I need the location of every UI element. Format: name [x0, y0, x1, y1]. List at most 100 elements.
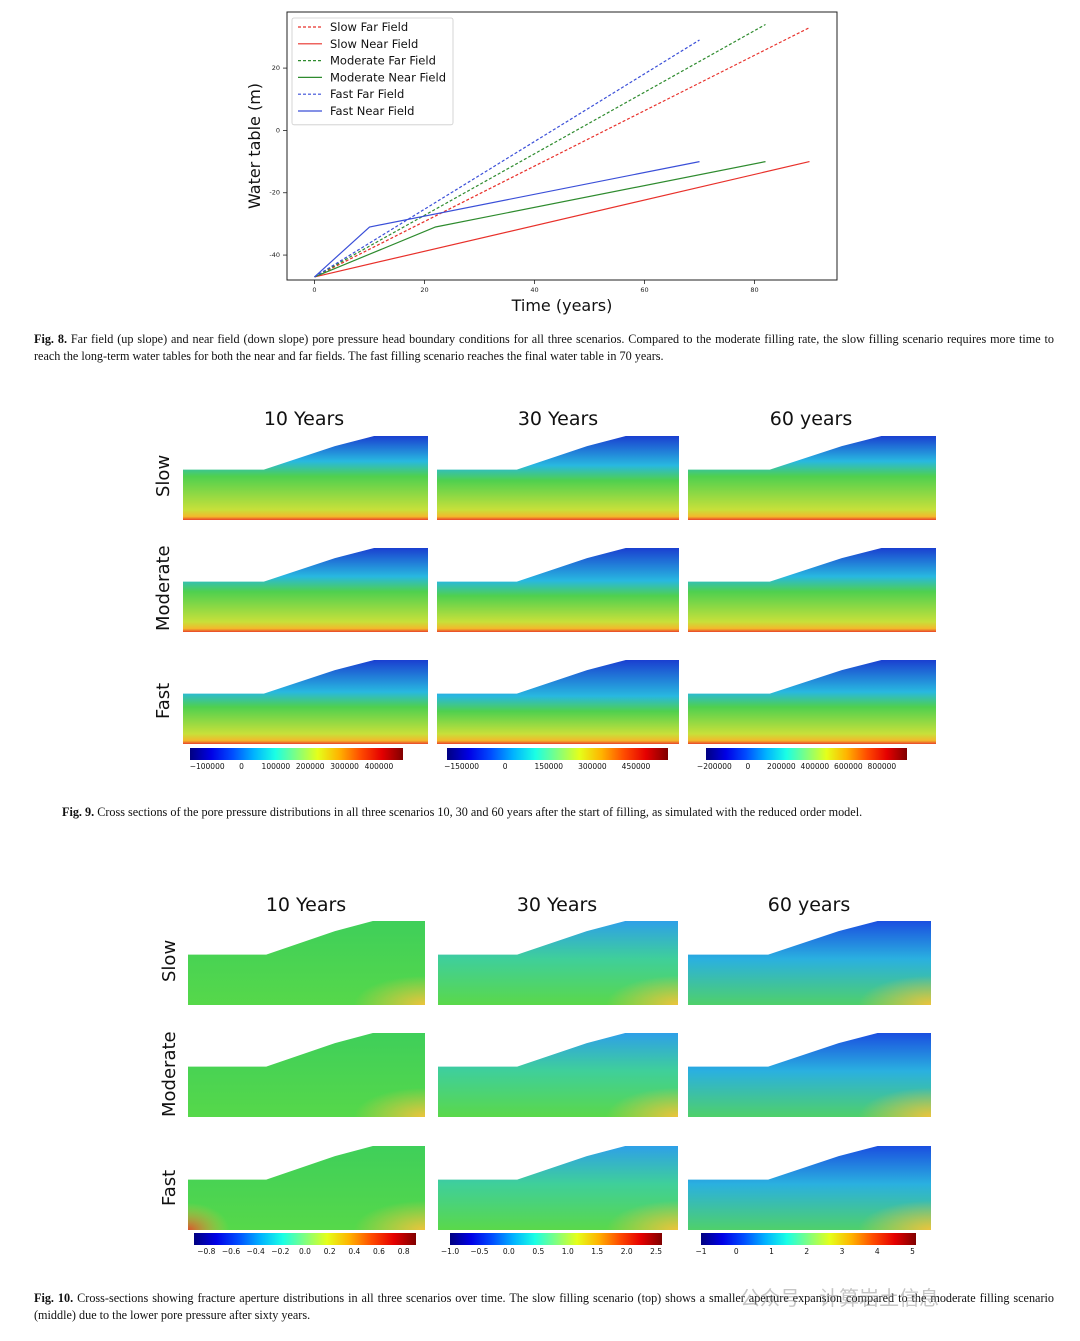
field-fill	[183, 548, 428, 632]
field-fill	[688, 660, 936, 744]
fig9-col-title: 10 Years	[263, 408, 345, 430]
high-aperture-zone	[188, 1175, 271, 1230]
colorbar-tick-label: −1	[695, 1247, 707, 1256]
fig8-caption-label: Fig. 8.	[34, 332, 67, 346]
y-tick-label: 20	[272, 64, 280, 72]
colorbar-gradient	[447, 748, 668, 760]
colorbar-tick-label: 0.2	[323, 1247, 336, 1256]
cross-section-panel	[688, 660, 936, 744]
field-fill	[437, 660, 679, 744]
fig9-row-label: Moderate	[153, 545, 174, 631]
cross-section-panel	[688, 1033, 931, 1117]
colorbar-gradient	[190, 748, 403, 760]
colorbar-gradient	[701, 1233, 916, 1245]
colorbar-tick-label: 0	[745, 762, 751, 771]
field-fill	[437, 548, 679, 632]
fig9-caption-label: Fig. 9.	[62, 805, 95, 819]
colorbar-tick-label: 600000	[834, 762, 863, 771]
cross-section-panel	[183, 660, 428, 744]
fig10-caption: Fig. 10. Cross-sections showing fracture…	[34, 1290, 1054, 1324]
fig10-col-title: 10 Years	[265, 894, 347, 916]
colorbar-tick-label: 400000	[364, 762, 394, 771]
y-tick-label: -20	[269, 189, 280, 197]
series-line	[314, 161, 810, 278]
fig8-chart: 0 20 40 60 80 -40 -20 0 20 Time (years) Water tabl…	[245, 11, 838, 315]
colorbar-tick-label: 1.5	[591, 1247, 604, 1256]
series-line	[314, 39, 700, 278]
colorbar-tick-label: −0.2	[271, 1247, 290, 1256]
colorbar	[447, 748, 668, 760]
watermark: 公众号 · 计算岩土信息	[740, 1286, 940, 1310]
colorbar-tick-label: 5	[910, 1247, 915, 1256]
cross-section-panel	[438, 1146, 678, 1230]
legend-label: Moderate Far Field	[330, 54, 436, 68]
fig9-row-label: Fast	[153, 682, 174, 719]
high-aperture-zone	[534, 946, 678, 1005]
series-line	[314, 161, 766, 278]
high-aperture-zone	[282, 1171, 425, 1230]
colorbar-tick-label: 3	[839, 1247, 845, 1256]
colorbar-tick-label: 200000	[295, 762, 325, 771]
x-tick-label: 80	[750, 286, 758, 294]
cross-section-panel	[437, 436, 679, 520]
colorbar-tick-label: 0.6	[373, 1247, 385, 1256]
colorbar	[706, 748, 907, 760]
fig9-caption-text: Cross sections of the pore pressure dist…	[97, 805, 863, 819]
colorbar-tick-label: −150000	[444, 762, 479, 771]
colorbar-tick-label: −0.4	[246, 1247, 265, 1256]
fig10-row-label: Moderate	[159, 1031, 180, 1117]
fig9-row-label: Slow	[153, 454, 174, 497]
series-line	[314, 23, 766, 278]
cross-section-panel	[183, 436, 428, 520]
colorbar-tick-label: 0.0	[299, 1247, 311, 1256]
colorbar-tick-label: 800000	[867, 762, 897, 771]
colorbar-tick-label: −100000	[189, 762, 225, 771]
x-tick-label: 40	[530, 286, 538, 294]
colorbar-tick-label: 0.5	[532, 1247, 545, 1256]
high-aperture-zone	[785, 1171, 931, 1230]
cross-section-panel	[437, 548, 679, 632]
colorbar-tick-label: −0.6	[221, 1247, 241, 1256]
legend-label: Slow Near Field	[330, 37, 418, 51]
cross-section-panel	[688, 548, 936, 632]
colorbar-gradient	[706, 748, 907, 760]
colorbar-tick-label: 1	[769, 1247, 774, 1256]
colorbar-tick-label: 0.4	[348, 1247, 361, 1256]
colorbar-tick-label: 4	[874, 1247, 880, 1256]
colorbar-tick-label: 450000	[621, 762, 651, 771]
colorbar-gradient	[450, 1233, 662, 1245]
fig10-caption-label: Fig. 10.	[34, 1291, 74, 1305]
colorbar	[194, 1233, 416, 1245]
fig9-caption: Fig. 9. Cross sections of the pore press…	[62, 804, 1052, 821]
colorbar	[701, 1233, 916, 1245]
cross-section-panel	[188, 921, 425, 1005]
colorbar-tick-label: 100000	[261, 762, 291, 771]
x-tick-label: 20	[420, 286, 428, 294]
colorbar-tick-label: 2.5	[650, 1247, 663, 1256]
x-tick-label: 0	[312, 286, 316, 294]
fig10-row-label: Fast	[159, 1169, 180, 1206]
fig10-col-title: 30 Years	[516, 894, 598, 916]
y-tick-label: 0	[276, 126, 280, 134]
colorbar-tick-label: 2	[804, 1247, 810, 1256]
legend	[291, 17, 454, 126]
colorbar-gradient	[194, 1233, 416, 1245]
high-aperture-zone	[282, 1058, 425, 1117]
colorbar-tick-label: 150000	[534, 762, 564, 771]
high-aperture-zone	[785, 1058, 931, 1117]
field-fill	[437, 436, 679, 520]
fig10-row-label: Slow	[159, 939, 180, 982]
field-fill	[183, 660, 428, 744]
legend-label: Moderate Near Field	[330, 70, 446, 84]
colorbar-tick-label: 0	[239, 762, 244, 771]
field-fill	[688, 436, 936, 520]
cross-section-panel	[688, 921, 931, 1005]
colorbar-tick-label: 2.0	[620, 1247, 633, 1256]
y-axis-label: Water table (m)	[245, 83, 264, 209]
colorbar-tick-label: −200000	[696, 762, 732, 771]
colorbar-tick-label: 0	[502, 762, 508, 771]
legend-label: Fast Near Field	[330, 104, 414, 118]
colorbar-tick-label: 1.0	[561, 1247, 574, 1256]
colorbar-tick-label: 400000	[800, 762, 830, 771]
legend-label: Slow Far Field	[330, 20, 408, 34]
